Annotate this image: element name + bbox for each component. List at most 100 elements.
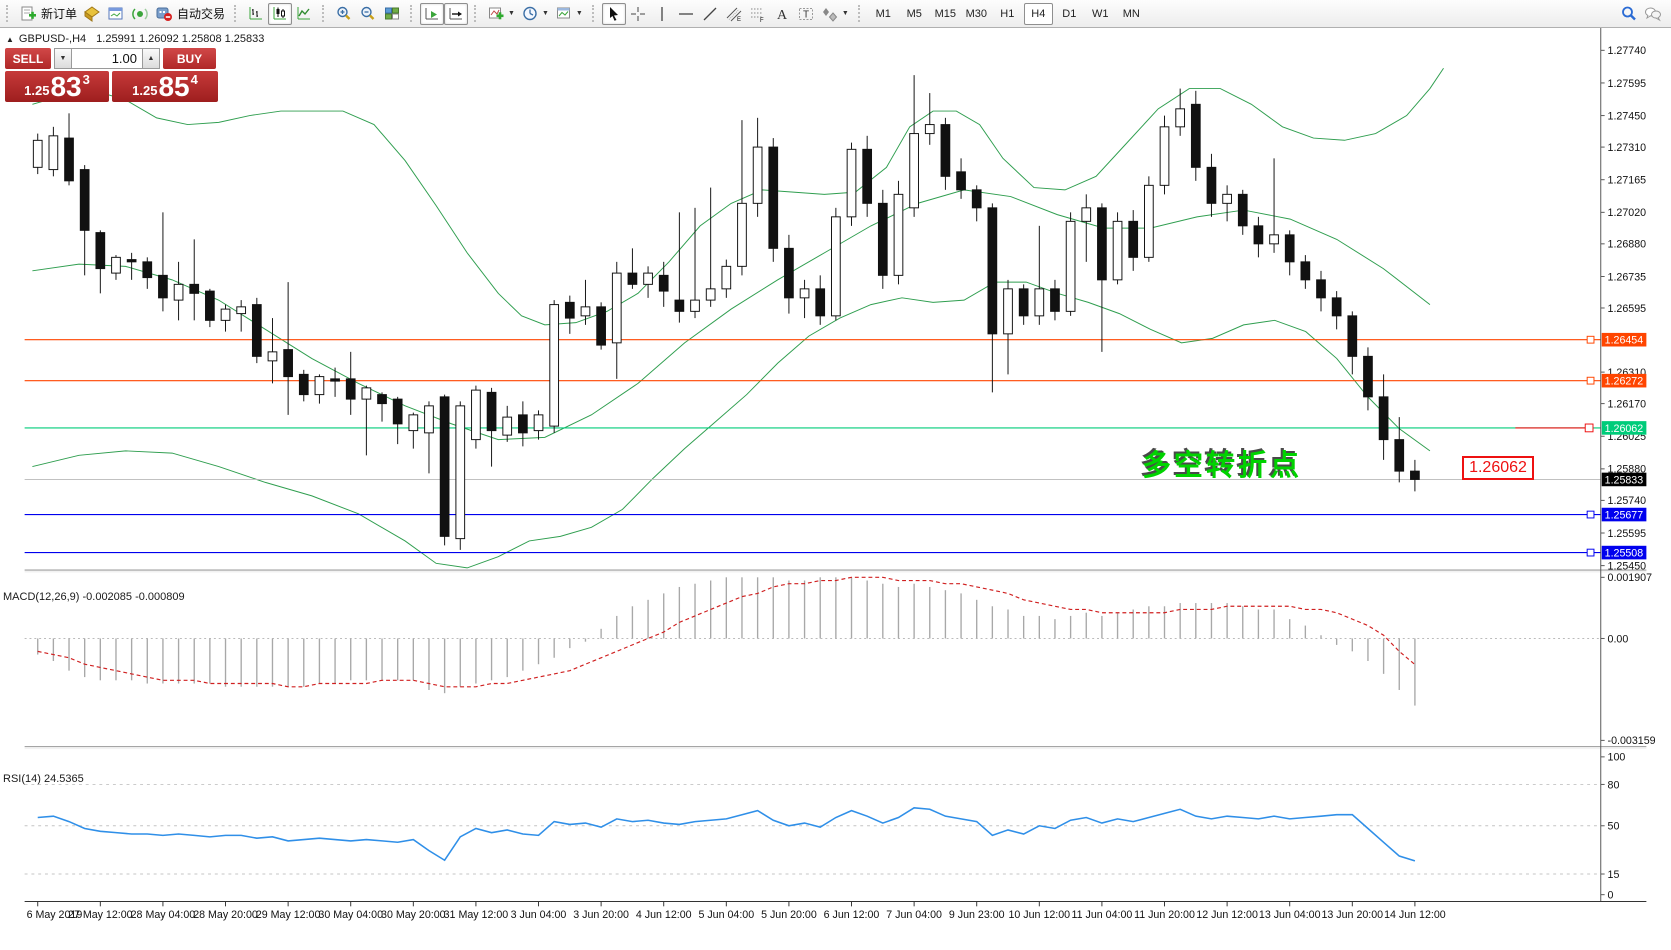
chevron-down-icon[interactable]: ▼ (575, 10, 583, 17)
autotrade-icon (156, 7, 173, 21)
text-button[interactable]: A (770, 3, 794, 25)
fibo-icon: F (750, 8, 764, 23)
candle-body (1097, 207, 1107, 281)
template-icon (556, 7, 570, 18)
timeframe-m5-button[interactable]: M5 (906, 7, 922, 20)
candle-body (1034, 288, 1045, 317)
time-axis-label: 6 Jun 12:00 (824, 909, 880, 921)
price-axis-tag (1601, 472, 1647, 487)
community-chat-icon (1645, 7, 1661, 22)
community-chat-button[interactable] (1641, 3, 1665, 25)
volume-input[interactable]: 1.00 (71, 48, 143, 69)
indicators-button[interactable]: ▼ (484, 3, 518, 25)
collapse-arrow-icon[interactable]: ▲ (6, 34, 14, 44)
crosshair-button[interactable] (626, 3, 650, 25)
new-order-button-label: 新订单 (41, 7, 78, 21)
price-axis-tag (1601, 332, 1647, 347)
shapes-icon (822, 7, 838, 22)
chart-text-annotation[interactable]: 多空转折点 (1142, 450, 1303, 482)
timeframe-m15-button[interactable]: M15 (934, 7, 956, 20)
line-chart-button[interactable] (292, 3, 316, 25)
navigator-button[interactable] (128, 3, 152, 25)
price-axis-tag-text: 1.25833 (1605, 474, 1644, 486)
fibonacci-button[interactable]: F (746, 3, 770, 25)
level-line-handle[interactable] (1586, 376, 1595, 385)
sell-price-display[interactable]: 1.25 83 3 (5, 71, 109, 102)
chevron-down-icon[interactable]: ▼ (508, 10, 515, 17)
sell-button[interactable]: SELL (5, 48, 51, 69)
signal-icon (132, 7, 148, 20)
chart-canvas[interactable]: 1.27740 1.27595 1.27450 1.27310 1.27165 1.270… (0, 28, 1671, 950)
shift-icon (449, 7, 463, 19)
chevron-down-icon[interactable]: ▼ (541, 10, 549, 17)
buy-price-display[interactable]: 1.25 85 4 (112, 71, 218, 102)
volume-increase-button[interactable]: ▲ (143, 48, 160, 69)
candlestick-chart-button[interactable] (268, 2, 293, 25)
volume-decrease-button[interactable]: ▼ (54, 48, 71, 69)
time-axis-label: 9 Jun 23:00 (949, 909, 1005, 921)
candle-body (924, 124, 935, 135)
toolbar-grip (857, 5, 864, 22)
tile-windows-button[interactable] (380, 3, 404, 25)
toolbar-grip (234, 5, 240, 22)
buy-button[interactable]: BUY (163, 48, 216, 69)
trendline-button[interactable] (698, 3, 722, 25)
chart-shift-button[interactable] (444, 2, 469, 25)
level-line-handle[interactable] (1586, 335, 1595, 344)
candle-body (1331, 297, 1342, 317)
timeframe-h4-button[interactable]: H4 (1023, 2, 1053, 25)
vline-icon (661, 6, 663, 21)
toolbar-grip (322, 5, 328, 22)
templates-button[interactable]: ▼ (552, 3, 586, 25)
timeframe-w1-button[interactable]: W1 (1092, 7, 1109, 20)
rsi-indicator-label: RSI(14) 24.5365 (3, 773, 84, 785)
buy-price-point: 4 (190, 72, 198, 87)
zoom-out-button[interactable] (356, 3, 380, 25)
candle-body (831, 216, 841, 317)
time-axis-label: 3 Jun 20:00 (573, 909, 629, 921)
level-line-handle[interactable] (1586, 510, 1595, 519)
search-button[interactable] (1617, 3, 1641, 25)
time-axis-label: 4 Jun 12:00 (636, 909, 692, 921)
candle-body (455, 405, 466, 540)
timeframe-h1-button[interactable]: H1 (1000, 7, 1015, 20)
toolbar-grip (591, 5, 598, 22)
periods-button[interactable]: ▼ (518, 3, 552, 25)
candle-body (1237, 193, 1248, 227)
price-axis-label: 1.27165 (1608, 175, 1647, 187)
price-axis-label: 1.27595 (1608, 78, 1647, 90)
candle-body (189, 283, 200, 294)
timeframe-mn-button[interactable]: MN (1122, 7, 1140, 20)
candle-body (330, 378, 340, 382)
candle-body (1316, 279, 1326, 299)
timeframe-m30-button[interactable]: M30 (965, 7, 987, 20)
bars-icon (249, 6, 263, 19)
equidistant-channel-button[interactable]: E (722, 3, 746, 25)
price-axis-tag (1601, 507, 1647, 522)
level-line-handle[interactable] (1586, 548, 1595, 557)
arrows-button[interactable]: ▼ (818, 3, 852, 25)
callout-anchor-handle[interactable] (1584, 423, 1594, 433)
timeframe-d1-button[interactable]: D1 (1062, 7, 1077, 20)
sell-price-pips: 83 (50, 71, 82, 102)
candle-body (220, 308, 231, 321)
timeframe-m1-button[interactable]: M1 (875, 7, 891, 20)
chart-window[interactable]: 1.27740 1.27595 1.27450 1.27310 1.27165 1.270… (0, 28, 1671, 950)
zoom-in-button[interactable] (332, 3, 356, 25)
data-window-button[interactable] (104, 3, 128, 25)
new-order-button[interactable]: 新订单 (16, 3, 80, 25)
horizontal-line-button[interactable] (674, 3, 698, 25)
cursor-button[interactable] (601, 2, 626, 25)
auto-scroll-button[interactable] (420, 2, 445, 25)
bar-chart-button[interactable] (244, 3, 268, 25)
time-axis-label: 28 May 04:00 (131, 909, 196, 921)
price-axis-tag (1601, 545, 1647, 560)
zoom-in-icon (337, 6, 351, 20)
vertical-line-button[interactable] (650, 3, 674, 25)
autotrading-button[interactable]: 自动交易 (152, 3, 228, 25)
chart-title: ▲ GBPUSD-,H4 1.25991 1.26092 1.25808 1.2… (6, 33, 264, 45)
text-label-button[interactable]: T (794, 3, 818, 25)
price-callout-label[interactable]: 1.26062 (1462, 456, 1534, 481)
chevron-down-icon[interactable]: ▼ (841, 10, 849, 17)
market-watch-button[interactable] (80, 3, 104, 25)
